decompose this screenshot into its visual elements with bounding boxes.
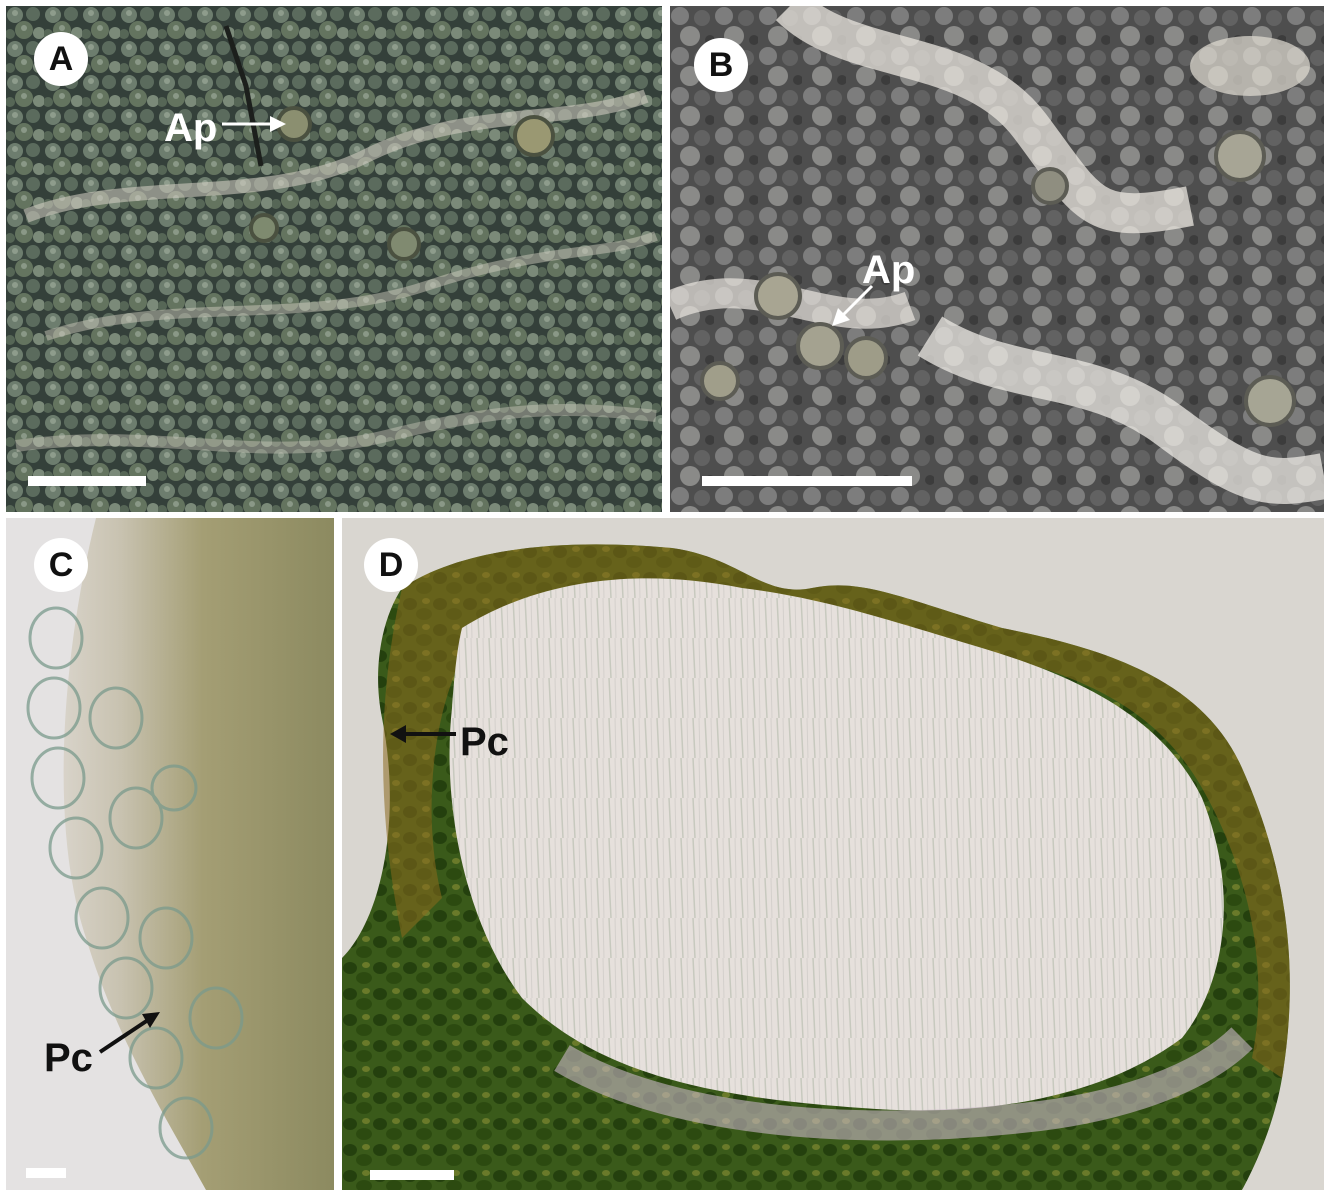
panel-a-ap-label: Ap bbox=[164, 106, 218, 150]
panel-b: B Ap bbox=[670, 6, 1324, 512]
panel-b-letter: B bbox=[694, 38, 748, 92]
panel-b-arrow-icon bbox=[832, 284, 874, 326]
panel-b-ap-label: Ap bbox=[862, 248, 916, 292]
panel-d: D Pc bbox=[342, 518, 1324, 1190]
panel-b-photo bbox=[670, 6, 1324, 512]
panel-c-letter: C bbox=[34, 538, 88, 592]
panel-c-arrow-icon bbox=[98, 1012, 160, 1054]
panel-a-photo bbox=[6, 6, 662, 512]
panel-a-arrow-icon bbox=[222, 116, 286, 132]
panel-d-arrow-icon bbox=[390, 725, 456, 743]
panel-b-scale-bar bbox=[702, 476, 912, 486]
panel-d-photo bbox=[342, 518, 1324, 1190]
panel-d-pc-label: Pc bbox=[460, 720, 509, 764]
panel-a: A Ap bbox=[6, 6, 662, 512]
panel-c-photo bbox=[6, 518, 334, 1190]
panel-d-scale-bar bbox=[370, 1170, 454, 1180]
panel-c: C Pc bbox=[6, 518, 334, 1190]
panel-d-letter: D bbox=[364, 538, 418, 592]
panel-a-scale-bar bbox=[28, 476, 146, 486]
panel-c-scale-bar bbox=[26, 1168, 66, 1178]
panel-c-pc-label: Pc bbox=[44, 1036, 93, 1080]
panel-a-letter: A bbox=[34, 32, 88, 86]
